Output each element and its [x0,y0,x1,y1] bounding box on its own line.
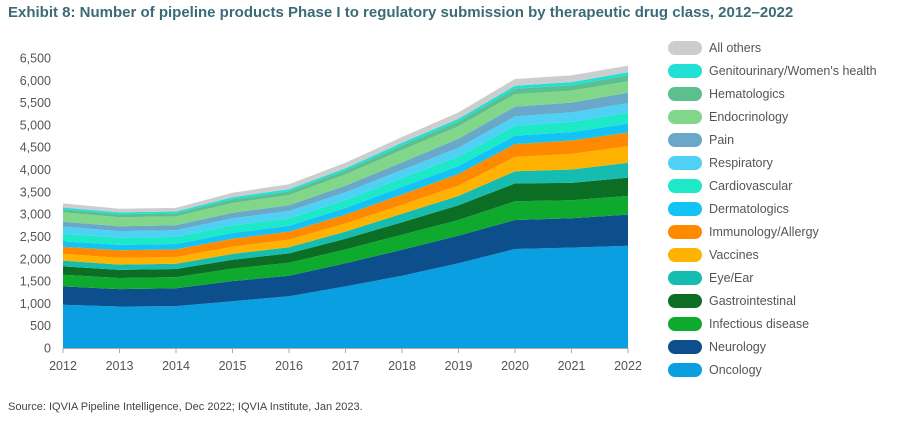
legend-item-oncology: Oncology [668,358,877,381]
y-tick-label: 4,500 [20,141,51,155]
legend-item-endocrinology: Endocrinology [668,105,877,128]
x-tick-label: 2019 [445,359,473,373]
area-gastrointestinal [63,177,628,278]
area-neurology [63,214,628,307]
legend-label: Vaccines [709,247,759,262]
x-tick-label: 2013 [106,359,134,373]
legend-swatch [668,362,702,377]
y-tick-label: 0 [44,342,51,356]
source-note: Source: IQVIA Pipeline Intelligence, Dec… [8,401,363,413]
y-tick-label: 5,500 [20,96,51,110]
y-tick-label: 4,000 [20,163,51,177]
x-tick-label: 2018 [388,359,416,373]
legend-label: Cardiovascular [709,178,793,193]
legend-item-dermatologics: Dermatologics [668,197,877,220]
legend-swatch [668,270,702,285]
legend-swatch [668,178,702,193]
legend-swatch [668,224,702,239]
legend-label: Respiratory [709,155,773,170]
legend-item-gastrointestinal: Gastrointestinal [668,289,877,312]
area-vaccines [63,146,628,265]
x-tick-label: 2021 [558,359,586,373]
legend-label: Endocrinology [709,109,789,124]
y-tick-label: 6,500 [20,52,51,66]
legend-swatch [668,63,702,78]
legend-label: Pain [709,132,735,147]
area-cardiovascular [63,112,628,245]
x-tick-label: 2014 [162,359,190,373]
y-tick-label: 6,000 [20,74,51,88]
legend-item-neurology: Neurology [668,335,877,358]
y-tick-label: 1,500 [20,275,51,289]
legend-swatch [668,109,702,124]
chart-title: Exhibit 8: Number of pipeline products P… [8,4,794,21]
legend-swatch [668,40,702,55]
area-dermatologics [63,123,628,251]
area-layers [63,65,628,348]
y-tick-label: 3,500 [20,185,51,199]
x-tick-label: 2015 [219,359,247,373]
legend-label: Hematologics [709,86,785,101]
y-tick-label: 1,000 [20,297,51,311]
legend-item-respiratory: Respiratory [668,151,877,174]
legend-swatch [668,86,702,101]
area-endocrinology [63,81,628,227]
legend-swatch [668,293,702,308]
x-tick-label: 2020 [501,359,529,373]
area-immunology-allergy [63,132,628,258]
y-tick-label: 500 [30,319,51,333]
area-infectious-disease [63,195,628,290]
x-axis-ticks: 2012 2013 2014 2015 2016 2017 2018 2019 2020 2021… [49,348,642,373]
legend-swatch [668,201,702,216]
y-tick-label: 5,000 [20,118,51,132]
legend-label: Neurology [709,339,766,354]
legend-label: Immunology/Allergy [709,224,819,239]
legend-item-vaccines: Vaccines [668,243,877,266]
legend-swatch [668,247,702,262]
x-tick-label: 2017 [332,359,360,373]
legend-swatch [668,316,702,331]
legend-item-eye-ear: Eye/Ear [668,266,877,289]
x-tick-label: 2022 [614,359,642,373]
area-oncology [63,245,628,348]
legend-label: Eye/Ear [709,270,754,285]
legend: All others Genitourinary/Women's health He… [668,36,877,381]
legend-item-infectious-disease: Infectious disease [668,312,877,335]
area-all-others [63,65,628,213]
y-tick-label: 2,500 [20,230,51,244]
legend-swatch [668,339,702,354]
stacked-area-chart: 0 500 1,000 1,500 2,000 2,500 3,000 3,500 4,000 4… [20,52,642,374]
area-hematologics [63,75,628,218]
area-eye-ear [63,162,628,270]
legend-item-hematologics: Hematologics [668,82,877,105]
legend-swatch [668,155,702,170]
legend-label: Dermatologics [709,201,789,216]
legend-label: All others [709,40,762,55]
x-tick-label: 2012 [49,359,77,373]
legend-item-cardiovascular: Cardiovascular [668,174,877,197]
x-tick-label: 2016 [275,359,303,373]
legend-item-all-others: All others [668,36,877,59]
y-tick-label: 2,000 [20,252,51,266]
area-pain [63,92,628,232]
legend-label: Gastrointestinal [709,293,796,308]
legend-label: Infectious disease [709,316,810,331]
legend-item-genitourinary-women-s-health: Genitourinary/Women's health [668,59,877,82]
legend-label: Oncology [709,362,762,377]
y-axis-ticks: 0 500 1,000 1,500 2,000 2,500 3,000 3,500 4,000 4… [20,52,51,356]
area-respiratory [63,103,628,238]
legend-item-pain: Pain [668,128,877,151]
legend-label: Genitourinary/Women's health [709,63,877,78]
legend-item-immunology-allergy: Immunology/Allergy [668,220,877,243]
legend-swatch [668,132,702,147]
y-tick-label: 3,000 [20,208,51,222]
